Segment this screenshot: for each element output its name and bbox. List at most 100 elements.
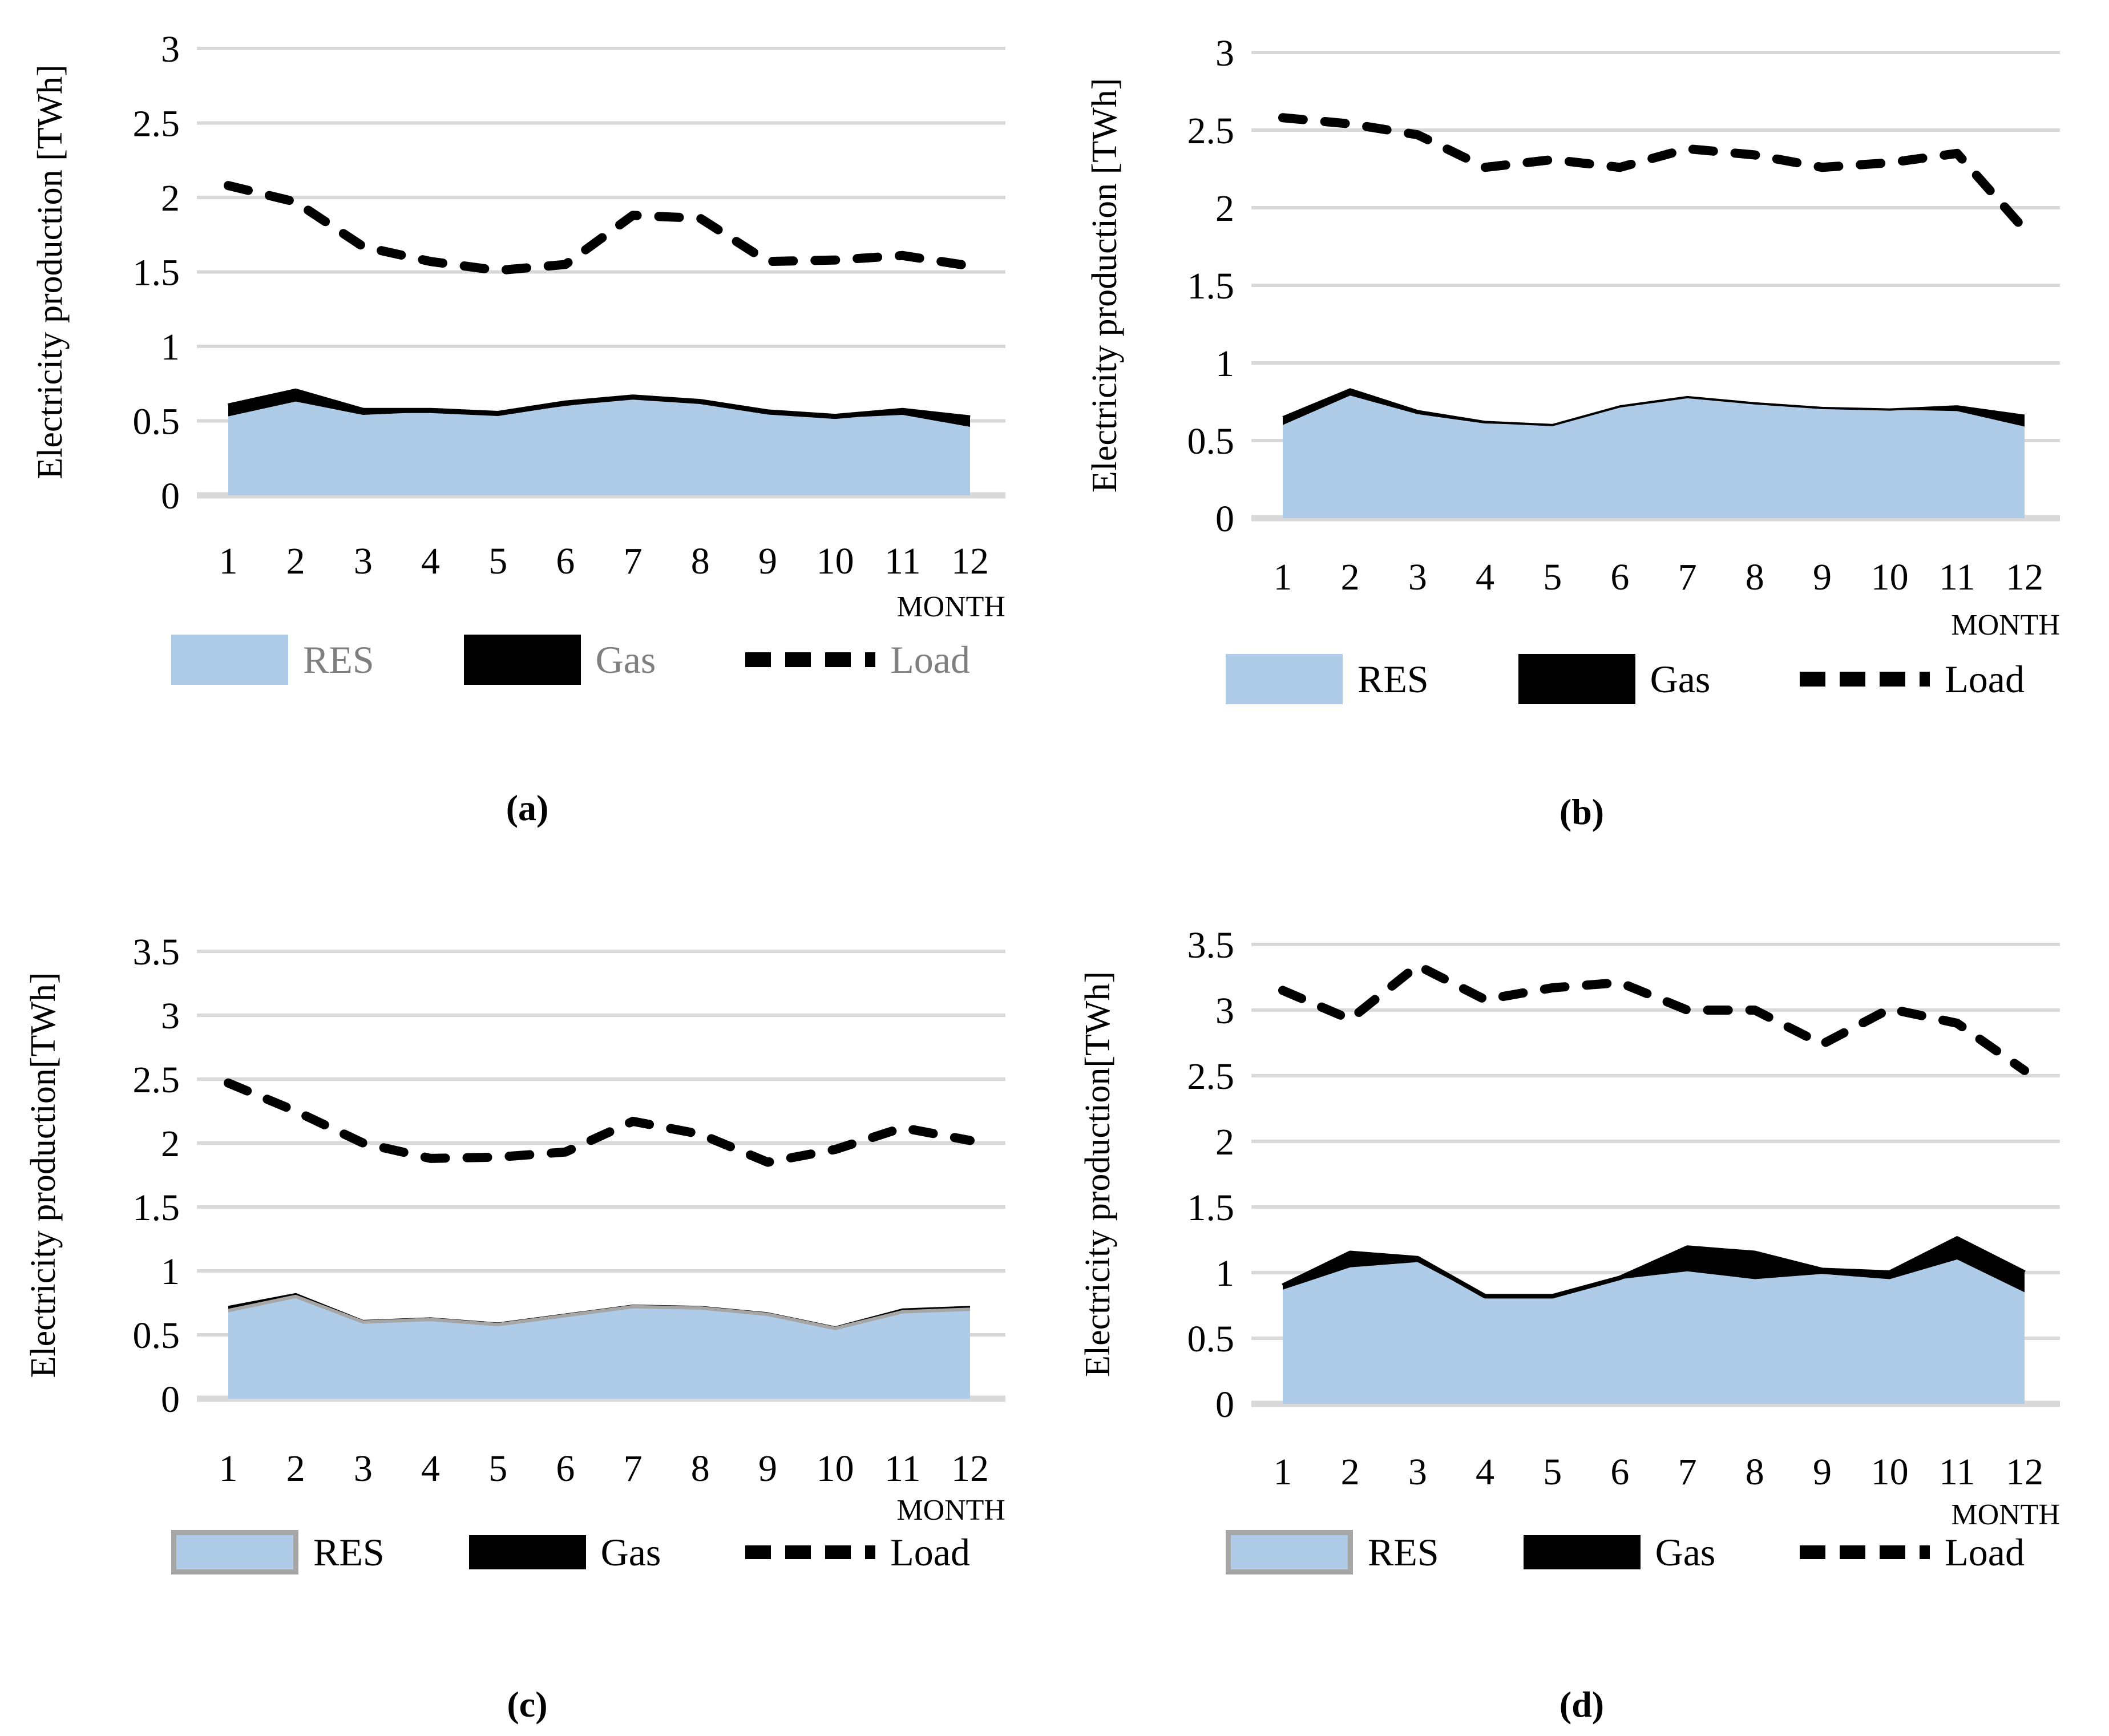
legend-item-load: Load <box>1800 1533 2025 1572</box>
res-swatch-icon <box>1226 654 1343 704</box>
svg-text:1.5: 1.5 <box>133 1187 180 1229</box>
svg-text:5: 5 <box>1543 1451 1562 1493</box>
svg-text:5: 5 <box>488 540 507 582</box>
legend: RES Gas Load <box>171 1530 970 1574</box>
legend-label-load: Load <box>890 638 970 681</box>
legend-label-res: RES <box>313 1531 385 1574</box>
legend-item-res: RES <box>171 635 374 685</box>
legend-item-gas: Gas <box>1518 654 1710 704</box>
legend-label-load: Load <box>1945 1531 2025 1574</box>
svg-text:11: 11 <box>1939 556 1975 598</box>
svg-text:10: 10 <box>1871 1451 1909 1493</box>
legend-label-res: RES <box>1368 1531 1439 1574</box>
legend-label-gas: Gas <box>595 638 656 681</box>
svg-text:1.5: 1.5 <box>133 252 180 294</box>
x-axis-month-labels: 1 2 3 4 5 6 7 8 9 10 11 12 <box>219 540 989 582</box>
svg-text:2: 2 <box>286 540 305 582</box>
svg-text:12: 12 <box>951 1448 989 1489</box>
svg-text:7: 7 <box>624 1448 643 1489</box>
svg-text:1: 1 <box>1274 556 1292 598</box>
svg-text:0: 0 <box>1215 498 1234 540</box>
chart-d-plot: 3.5 3 2.5 2 1.5 1 0.5 0 Electricity production[T… <box>1078 924 2060 1531</box>
chart-c-plot: 3.5 3 2.5 2 1.5 1 0.5 0 Electricity production[T… <box>24 931 1005 1527</box>
res-area <box>228 398 970 495</box>
chart-b-plot: 3 2.5 2 1.5 1 0.5 0 Electricity production [TWh… <box>1085 33 2060 641</box>
svg-text:1: 1 <box>161 1251 180 1293</box>
svg-text:0: 0 <box>161 1379 180 1420</box>
svg-text:2: 2 <box>161 1123 180 1165</box>
svg-text:8: 8 <box>691 1448 710 1489</box>
svg-text:6: 6 <box>556 540 575 582</box>
svg-text:3: 3 <box>1215 990 1234 1032</box>
svg-text:11: 11 <box>884 540 921 582</box>
x-axis-title: MONTH <box>896 591 1005 623</box>
gas-swatch-icon <box>463 635 581 685</box>
x-axis-month-labels: 1 2 3 4 5 6 7 8 9 10 11 12 <box>1274 556 2044 598</box>
y-axis-tick-labels: 3.5 3 2.5 2 1.5 1 0.5 0 <box>1187 924 1235 1426</box>
legend-label-load: Load <box>890 1531 970 1574</box>
legend: RES Gas Load <box>171 635 970 685</box>
svg-text:8: 8 <box>1746 556 1764 598</box>
load-dash-icon <box>745 652 876 667</box>
svg-text:3: 3 <box>354 1448 373 1489</box>
svg-text:7: 7 <box>624 540 643 582</box>
svg-text:3: 3 <box>161 29 180 70</box>
x-axis-title: MONTH <box>1951 609 2060 641</box>
svg-text:4: 4 <box>1476 556 1494 598</box>
svg-text:5: 5 <box>488 1448 507 1489</box>
y-axis-tick-labels: 3.5 3 2.5 2 1.5 1 0.5 0 <box>133 931 180 1420</box>
panel-caption: (d) <box>1559 1684 1605 1725</box>
svg-text:6: 6 <box>1610 1451 1629 1493</box>
svg-text:4: 4 <box>421 1448 440 1489</box>
y-axis-title: Electricity production[TWh] <box>24 972 63 1378</box>
load-dash-icon <box>1800 672 1930 687</box>
svg-text:6: 6 <box>1610 556 1629 598</box>
svg-text:2: 2 <box>1341 1451 1360 1493</box>
chart-panel-b: 3 2.5 2 1.5 1 0.5 0 Electricity production [TWh… <box>1054 0 2109 868</box>
svg-text:11: 11 <box>1939 1451 1975 1493</box>
svg-text:9: 9 <box>1813 556 1832 598</box>
svg-text:2: 2 <box>1341 556 1360 598</box>
svg-text:2: 2 <box>1215 1121 1234 1163</box>
svg-text:7: 7 <box>1678 1451 1697 1493</box>
legend-label-gas: Gas <box>600 1531 661 1574</box>
svg-text:12: 12 <box>951 540 989 582</box>
load-dash-icon <box>1800 1545 1930 1559</box>
svg-text:3: 3 <box>1408 1451 1427 1493</box>
svg-text:3: 3 <box>354 540 373 582</box>
load-line <box>224 1078 975 1167</box>
res-area <box>228 1296 970 1399</box>
load-line <box>224 181 975 275</box>
svg-text:2.5: 2.5 <box>1187 110 1235 152</box>
legend-label-gas: Gas <box>1655 1531 1716 1574</box>
svg-text:10: 10 <box>817 540 854 582</box>
legend-item-gas: Gas <box>463 635 656 685</box>
legend-item-res: RES <box>1226 1530 1439 1574</box>
x-axis-month-labels: 1 2 3 4 5 6 7 8 9 10 11 12 <box>1274 1451 2044 1493</box>
svg-text:12: 12 <box>2006 556 2043 598</box>
svg-text:9: 9 <box>758 1448 777 1489</box>
svg-text:1.5: 1.5 <box>1187 1187 1235 1229</box>
svg-text:0.5: 0.5 <box>133 401 180 443</box>
res-swatch-icon <box>171 1530 298 1574</box>
gas-top-line <box>1282 388 2025 426</box>
svg-text:8: 8 <box>1746 1451 1764 1493</box>
svg-text:3: 3 <box>1408 556 1427 598</box>
legend-item-load: Load <box>1800 660 2025 699</box>
svg-text:3.5: 3.5 <box>1187 924 1235 966</box>
gas-swatch-icon <box>1523 1535 1641 1569</box>
panel-caption: (b) <box>1559 792 1605 832</box>
y-axis-title: Electricity production [TWh] <box>31 64 70 479</box>
x-axis-title: MONTH <box>1951 1499 2060 1531</box>
legend-item-load: Load <box>745 1533 970 1572</box>
chart-panel-a: 3 2.5 2 1.5 1 0.5 0 Electricity production [TWh… <box>0 0 1054 868</box>
legend-item-load: Load <box>745 640 970 679</box>
y-axis-title: Electricity production[TWh] <box>1078 971 1117 1377</box>
legend: RES Gas Load <box>1226 654 2025 704</box>
svg-text:1: 1 <box>1215 1253 1234 1294</box>
legend-label-load: Load <box>1945 657 2025 701</box>
load-line <box>1278 113 2029 235</box>
svg-text:7: 7 <box>1678 556 1697 598</box>
legend-item-res: RES <box>171 1530 385 1574</box>
